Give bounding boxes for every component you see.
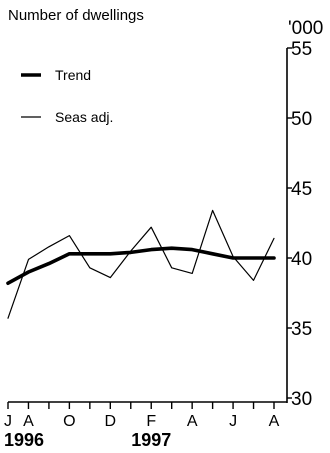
year-label: 1996 <box>4 430 44 450</box>
axes <box>8 48 288 403</box>
x-tick-label: D <box>105 413 117 430</box>
legend-label: Trend <box>55 67 91 83</box>
x-tick-label: F <box>146 413 156 430</box>
y-tick-label: 55 <box>291 39 312 60</box>
x-tick-label: J <box>229 413 237 430</box>
y-axis-unit: '000 <box>288 18 323 39</box>
series-line-trend <box>6 246 276 286</box>
y-tick-label: 35 <box>291 319 312 340</box>
series-line-seas-adj <box>7 209 275 319</box>
y-tick-label: 30 <box>291 389 312 410</box>
y-ticks: 30 35 40 45 50 55 <box>287 39 312 410</box>
x-tick-label: A <box>23 413 34 430</box>
x-tick-label: O <box>63 413 75 430</box>
y-tick-label: 40 <box>291 249 312 270</box>
y-tick-label: 50 <box>291 109 312 130</box>
year-label: 1997 <box>131 430 171 450</box>
legend: Trend Seas adj. <box>21 67 113 125</box>
legend-label: Seas adj. <box>55 109 113 125</box>
y-tick-label: 45 <box>291 179 312 200</box>
x-tick-label: A <box>187 413 198 430</box>
x-tick-label: J <box>4 413 12 430</box>
series-layer <box>6 209 276 319</box>
y-axis-label: Number of dwellings <box>8 7 144 24</box>
x-tick-label: A <box>269 413 280 430</box>
